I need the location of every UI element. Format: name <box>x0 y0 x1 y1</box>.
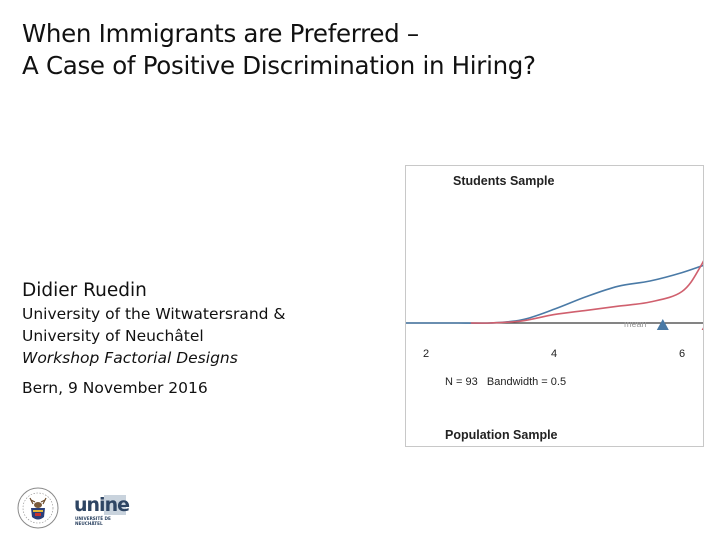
author-name: Didier Ruedin <box>22 280 147 301</box>
figure-top-label: Students Sample <box>453 174 554 188</box>
mean-marker-2 <box>701 327 703 330</box>
x-tick-label: 6 <box>679 348 685 360</box>
affiliation-line-2: University of Neuchâtel <box>22 327 204 345</box>
title-line-1: When Immigrants are Preferred – <box>22 19 419 48</box>
mean-markers <box>656 319 703 330</box>
x-axis-ticks: 2468 <box>423 348 685 360</box>
unine-wordmark: unine <box>74 494 129 516</box>
mean-label: mean <box>624 319 647 329</box>
density-figure: Students Sample 2468 mean N = 93 Bandwid… <box>405 165 704 447</box>
wits-logo <box>16 486 60 530</box>
presentation-date: Bern, 9 November 2016 <box>22 379 208 397</box>
unine-logo-icon: unine UNIVERSITÉ DE NEUCHÂTEL <box>74 494 130 526</box>
x-tick-label: 4 <box>551 348 557 360</box>
mean-marker-1 <box>656 319 669 330</box>
title-line-2: A Case of Positive Discrimination in Hir… <box>22 51 536 80</box>
workshop-name: Workshop Factorial Designs <box>22 349 238 367</box>
unine-logo: unine UNIVERSITÉ DE NEUCHÂTEL <box>74 489 130 529</box>
figure-stats-text: N = 93 Bandwidth = 0.5 <box>445 376 566 388</box>
unine-subtitle-2: NEUCHÂTEL <box>75 521 103 526</box>
affiliation-line-1: University of the Witwatersrand & <box>22 305 286 323</box>
x-tick-label: 2 <box>423 348 429 360</box>
density-curve-2 <box>470 260 703 324</box>
author-block: Didier Ruedin University of the Witwater… <box>22 279 286 399</box>
density-curves <box>406 260 703 325</box>
figure-bottom-label: Population Sample <box>445 428 558 442</box>
university-crest-icon <box>17 487 59 529</box>
density-chart: Students Sample 2468 mean N = 93 Bandwid… <box>406 174 703 442</box>
slide-title: When Immigrants are Preferred – A Case o… <box>22 18 702 82</box>
unine-subtitle-1: UNIVERSITÉ DE <box>75 516 111 521</box>
